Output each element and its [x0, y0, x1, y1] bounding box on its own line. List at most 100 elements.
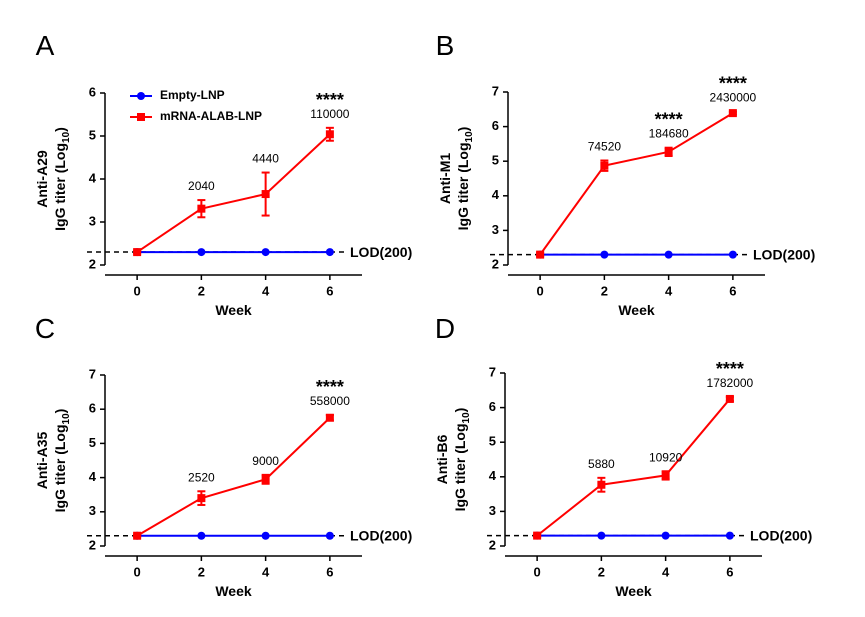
point: [325, 130, 334, 139]
annotation: 2430000: [710, 91, 757, 105]
y-tick-label: 7: [489, 364, 496, 379]
point: [536, 250, 545, 259]
lod-label: LOD(200): [750, 528, 812, 544]
y-axis-label: IgG titer (Log10): [455, 127, 475, 231]
y-axis-label: Anti-A35: [34, 432, 50, 490]
y-label-end: ): [52, 127, 68, 132]
annotation: 9000: [252, 454, 279, 468]
y-label-text: IgG titer (Log: [52, 424, 68, 512]
series-line: [536, 398, 731, 537]
y-tick-label: 5: [89, 127, 96, 142]
y-axis-label: IgG titer (Log10): [52, 409, 72, 513]
x-tick-label: 4: [665, 283, 673, 298]
x-tick-label: 4: [262, 283, 270, 298]
y-label-end: ): [455, 127, 471, 132]
point: [600, 250, 609, 259]
annotation: 5880: [588, 457, 615, 471]
x-tick-label: 4: [262, 564, 270, 579]
significance: ****: [316, 90, 344, 110]
point: [261, 475, 270, 484]
point: [325, 413, 334, 422]
y-tick-label: 6: [492, 118, 499, 133]
x-tick-label: 0: [537, 283, 544, 298]
x-axis-label: Week: [215, 302, 252, 318]
y-axis-label: IgG titer (Log10): [452, 408, 472, 512]
x-tick-label: 6: [726, 564, 733, 579]
x-tick-label: 0: [534, 564, 541, 579]
x-tick-label: 6: [729, 283, 736, 298]
y-tick-label: 5: [489, 434, 496, 449]
y-label-end: ): [52, 409, 68, 414]
x-tick-label: 0: [134, 283, 141, 298]
point: [597, 480, 606, 489]
x-tick-label: 6: [326, 564, 333, 579]
lod-label: LOD(200): [350, 244, 412, 260]
y-axis-label: Anti-A29: [34, 150, 50, 208]
y-tick-label: 5: [492, 153, 499, 168]
point: [197, 248, 206, 257]
y-label-text: IgG titer (Log: [52, 143, 68, 231]
annotation: 2040: [188, 179, 215, 193]
x-tick-label: 2: [198, 283, 205, 298]
legend-label: mRNA-ALAB-LNP: [160, 109, 262, 123]
annotation: 10920: [649, 450, 683, 464]
panel-letter: D: [435, 313, 455, 344]
panel-letter: B: [436, 30, 455, 61]
point: [325, 248, 334, 257]
lod-label: LOD(200): [350, 528, 412, 544]
y-axis-label: Anti-M1: [437, 153, 453, 205]
y-tick-label: 6: [89, 84, 96, 99]
annotation: 184680: [649, 127, 689, 141]
y-label-sub: 10: [61, 131, 72, 143]
point: [533, 531, 542, 540]
annotation: 74520: [588, 140, 622, 154]
annotation: 110000: [310, 107, 349, 121]
point: [197, 531, 206, 540]
point: [197, 204, 206, 213]
significance: ****: [316, 377, 344, 397]
x-tick-label: 2: [601, 283, 608, 298]
legend-marker: [137, 92, 145, 100]
point: [600, 161, 609, 170]
legend-marker: [137, 113, 145, 121]
lod-label: LOD(200): [753, 247, 815, 263]
y-tick-label: 3: [489, 503, 496, 518]
point: [725, 394, 734, 403]
point: [661, 471, 670, 480]
significance: ****: [719, 74, 747, 94]
significance: ****: [655, 110, 683, 130]
y-tick-label: 3: [89, 213, 96, 228]
x-axis-label: Week: [615, 583, 652, 599]
panel-letter: C: [35, 313, 55, 344]
annotation: 558000: [310, 394, 350, 408]
point: [133, 248, 142, 257]
point: [728, 109, 737, 118]
x-tick-label: 0: [134, 564, 141, 579]
point: [664, 147, 673, 156]
y-tick-label: 3: [89, 503, 96, 518]
y-tick-label: 4: [89, 170, 97, 185]
y-tick-label: 7: [492, 83, 499, 98]
y-tick-label: 3: [492, 222, 499, 237]
point: [261, 190, 270, 199]
x-tick-label: 2: [198, 564, 205, 579]
y-tick-label: 5: [89, 435, 96, 450]
x-axis-label: Week: [215, 583, 252, 599]
x-axis-label: Week: [618, 302, 655, 318]
series-line: [136, 417, 331, 537]
y-tick-label: 2: [89, 537, 96, 552]
y-tick-label: 7: [89, 366, 96, 381]
y-tick-label: 2: [492, 256, 499, 271]
point: [725, 531, 734, 540]
legend-label: Empty-LNP: [160, 88, 225, 102]
y-label-text: IgG titer (Log: [455, 142, 471, 230]
point: [133, 531, 142, 540]
point: [728, 250, 737, 259]
y-label-sub: 10: [464, 131, 475, 143]
y-tick-label: 6: [489, 399, 496, 414]
point: [661, 531, 670, 540]
point: [597, 531, 606, 540]
y-label-end: ): [452, 408, 468, 413]
y-tick-label: 4: [489, 468, 497, 483]
